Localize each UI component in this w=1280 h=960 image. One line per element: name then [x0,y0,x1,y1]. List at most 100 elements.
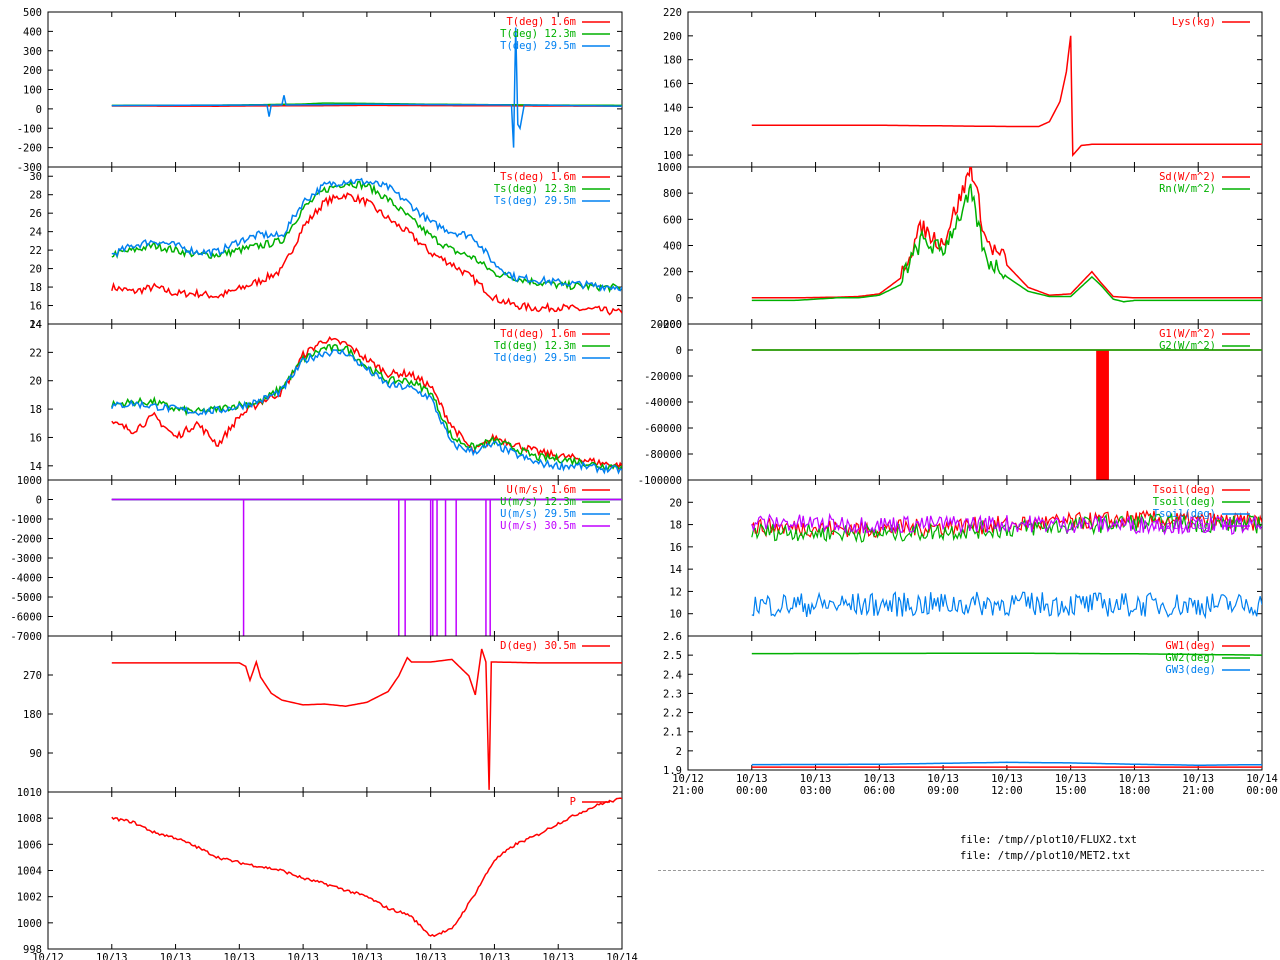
panel-lys: 100 120 140 160 180 200 220 Lys(kg) [663,7,1263,168]
panel-pressure: 99810001002100410061008101010/1221:0010/… [17,787,638,960]
legend-label: D(deg) 30.5m [500,640,576,652]
y-tick-label: 1006 [17,839,42,851]
y-tick-label: -200 [657,319,682,331]
legend-label: T(deg) 1.6m [506,16,576,28]
panel-frame [47,791,623,950]
file-label-flux: file: /tmp//plot10/FLUX2.txt [960,834,1138,846]
series-line [111,104,622,107]
legend-label: U(m/s) 29.5m [500,508,576,520]
x-tick-date: 10/13 [287,952,319,960]
x-tick-date: 10/13 [736,773,768,785]
legend-label: T(deg) 29.5m [500,40,576,52]
y-tick-label: 2.2 [663,708,682,720]
y-tick-label: 1010 [17,787,42,799]
x-tick-date: 10/13 [1119,773,1151,785]
y-tick-label: 30 [29,171,42,183]
y-tick-label: -80000 [644,449,682,461]
x-tick-date: 10/13 [542,952,574,960]
y-tick-label: 24 [29,319,42,331]
y-tick-label: 500 [23,7,42,19]
panel-dir: 90 180 270 D(deg) 30.5m [23,635,623,793]
plot-area [111,797,622,938]
y-tick-label: -7000 [10,631,42,643]
x-tick-time: 21:00 [672,785,704,797]
y-tick-label: 1000 [657,162,682,174]
y-tick-label: 1000 [17,918,42,930]
y-tick-label: -3000 [10,553,42,565]
legend-label: T(deg) 12.3m [500,28,576,40]
y-tick-label: 20 [29,376,42,388]
legend-label: Ts(deg) 12.3m [494,183,576,195]
plot-area [751,167,1262,303]
x-tick-date: 10/13 [1182,773,1214,785]
y-tick-label: -5000 [10,592,42,604]
x-tick-date: 10/13 [991,773,1023,785]
plot-area [111,498,622,636]
y-tick-label: 800 [663,188,682,200]
y-tick-label: 2 [676,746,682,758]
y-tick-label: 0 [36,104,42,116]
y-tick-label: 0 [676,293,682,305]
legend-label: U(m/s) 12.3m [500,496,576,508]
y-tick-label: 1004 [17,866,42,878]
panel-wind: -7000 -6000 -5000 -4000 -3000 -2000 -1000 0 1000… [10,475,623,643]
plot-area [751,509,1262,620]
y-tick-label: 18 [29,404,42,416]
y-tick-label: 1002 [17,892,42,904]
x-tick-time: 18:00 [1119,785,1151,797]
y-tick-label: 160 [663,79,682,91]
legend-label: GW2(deg) [1165,652,1216,664]
series-line [751,652,1262,656]
band-mark [1096,350,1109,480]
legend-label: GW3(deg) [1165,664,1216,676]
y-tick-label: 14 [669,564,682,576]
x-tick-date: 10/14 [606,952,638,960]
legend-label: Tsoil(deg) [1153,496,1216,508]
x-tick-time: 03:00 [800,785,832,797]
legend-label: Rn(W/m^2) [1159,183,1216,195]
y-tick-label: 1008 [17,813,42,825]
legend-label: Sd(W/m^2) [1159,171,1216,183]
legend-label: Td(deg) 29.5m [494,352,576,364]
series-line [751,512,1262,536]
x-tick-date: 10/12 [672,773,704,785]
series-line [111,797,622,938]
series-line [111,335,622,471]
legend-label: Tsoil(deg) [1153,484,1216,496]
y-tick-label: 1.9 [663,765,682,777]
x-tick-date: 10/13 [1055,773,1087,785]
y-tick-label: -2000 [10,534,42,546]
legend-label: U(m/s) 1.6m [506,484,576,496]
legend-label: U(m/s) 30.5m [500,520,576,532]
legend-label: Td(deg) 1.6m [500,328,576,340]
x-tick-date: 10/13 [351,952,383,960]
panel-gw: 1.922.12.22.32.42.52.610/1221:0010/1300:… [663,631,1278,797]
y-tick-label: 20 [669,497,682,509]
y-tick-label: -100 [17,123,42,135]
y-tick-label: 22 [29,347,42,359]
panel-frame [47,635,623,793]
y-tick-label: 14 [29,319,42,331]
plot-area [111,335,622,475]
plot-area [751,349,1262,480]
y-tick-label: -300 [17,162,42,174]
x-tick-date: 10/13 [927,773,959,785]
plot-area [751,652,1262,768]
series-line [111,648,622,790]
y-tick-label: 270 [23,670,42,682]
y-tick-label: -60000 [644,423,682,435]
file-label-met: file: /tmp//plot10/MET2.txt [960,850,1131,862]
y-tick-label: 400 [23,26,42,38]
y-tick-label: 998 [23,944,42,956]
x-tick-date: 10/13 [224,952,256,960]
series-line [111,177,622,292]
series-line [751,183,1262,303]
y-tick-label: -100000 [638,475,682,487]
legend-label: Tsoil(deg) [1153,508,1216,520]
y-tick-label: 200 [663,267,682,279]
legend-label: Td(deg) 12.3m [494,340,576,352]
y-tick-label: 2.5 [663,650,682,662]
dashed-separator [658,870,1264,871]
